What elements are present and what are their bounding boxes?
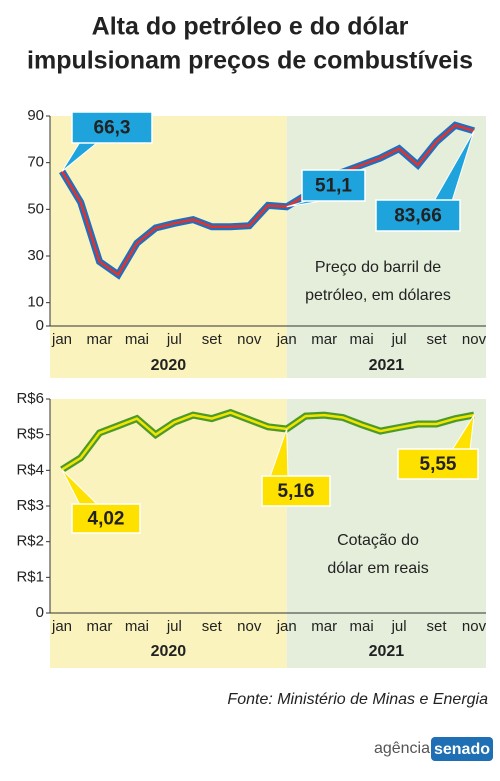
x-tick-label: mai xyxy=(350,331,374,348)
x-tick-label: jul xyxy=(391,618,407,635)
y-tick-label: R$6 xyxy=(16,390,44,407)
source: Fonte: Ministério de Minas e Energia xyxy=(227,691,488,708)
x-tick-label: nov xyxy=(237,331,262,348)
x-tick-label: mar xyxy=(87,331,113,348)
data-label: 4,02 xyxy=(88,509,125,530)
x-tick-label: jan xyxy=(51,618,72,635)
series-line xyxy=(61,411,475,471)
annotation: Preço do barril de xyxy=(315,259,441,276)
x-tick-label: nov xyxy=(462,331,487,348)
series-line xyxy=(60,123,475,277)
y-tick-label: 0 xyxy=(36,317,44,334)
period-band xyxy=(286,116,486,378)
annotation: petróleo, em dólares xyxy=(305,287,451,304)
data-label: 66,3 xyxy=(94,118,131,139)
x-tick-label: mai xyxy=(125,331,149,348)
x-tick-label: jul xyxy=(391,331,407,348)
x-tick-label: mar xyxy=(87,618,113,635)
x-tick-label: set xyxy=(427,618,448,635)
period-band xyxy=(286,399,486,668)
title-line: impulsionam preços de combustíveis xyxy=(27,47,473,75)
y-tick-label: R$3 xyxy=(16,497,44,514)
data-label: 5,55 xyxy=(420,454,457,475)
year-label: 2020 xyxy=(151,643,187,660)
callout-box xyxy=(375,199,461,232)
callout-box xyxy=(397,448,479,480)
y-tick-label: 50 xyxy=(27,200,44,217)
annotation: Cotação do xyxy=(337,532,419,549)
data-label: 5,16 xyxy=(278,481,315,502)
x-tick-label: jan xyxy=(276,331,297,348)
x-tick-label: mai xyxy=(125,618,149,635)
logo-text: senado xyxy=(434,741,490,758)
callout-box xyxy=(301,169,366,202)
x-tick-label: mar xyxy=(311,618,337,635)
callout-box xyxy=(71,503,141,534)
annotation: dólar em reais xyxy=(327,560,428,577)
y-tick-label: R$2 xyxy=(16,533,44,550)
x-tick-label: jan xyxy=(51,331,72,348)
y-tick-label: 10 xyxy=(27,294,44,311)
period-band xyxy=(50,116,287,378)
y-tick-label: 0 xyxy=(36,604,44,621)
y-tick-label: 70 xyxy=(27,154,44,171)
data-label: 51,1 xyxy=(315,176,352,197)
x-tick-label: set xyxy=(202,618,223,635)
callout-box xyxy=(71,111,153,144)
x-tick-label: set xyxy=(202,331,223,348)
x-tick-label: jul xyxy=(166,331,182,348)
x-tick-label: nov xyxy=(237,618,262,635)
y-tick-label: 90 xyxy=(27,107,44,124)
x-tick-label: jul xyxy=(166,618,182,635)
x-tick-label: mar xyxy=(311,331,337,348)
y-tick-label: R$5 xyxy=(16,426,44,443)
y-tick-label: 30 xyxy=(27,247,44,264)
x-tick-label: nov xyxy=(462,618,487,635)
y-tick-label: R$4 xyxy=(16,461,44,478)
title-line: Alta do petróleo e do dólar xyxy=(92,13,409,41)
x-tick-label: mai xyxy=(350,618,374,635)
year-label: 2020 xyxy=(151,357,187,374)
x-tick-label: jan xyxy=(276,618,297,635)
data-label: 83,66 xyxy=(394,206,442,227)
x-tick-label: set xyxy=(427,331,448,348)
logo-text: agência xyxy=(374,740,430,757)
logo-box xyxy=(431,737,493,761)
y-tick-label: R$1 xyxy=(16,568,44,585)
callout-box xyxy=(261,475,331,507)
year-label: 2021 xyxy=(369,357,405,374)
year-label: 2021 xyxy=(369,643,405,660)
